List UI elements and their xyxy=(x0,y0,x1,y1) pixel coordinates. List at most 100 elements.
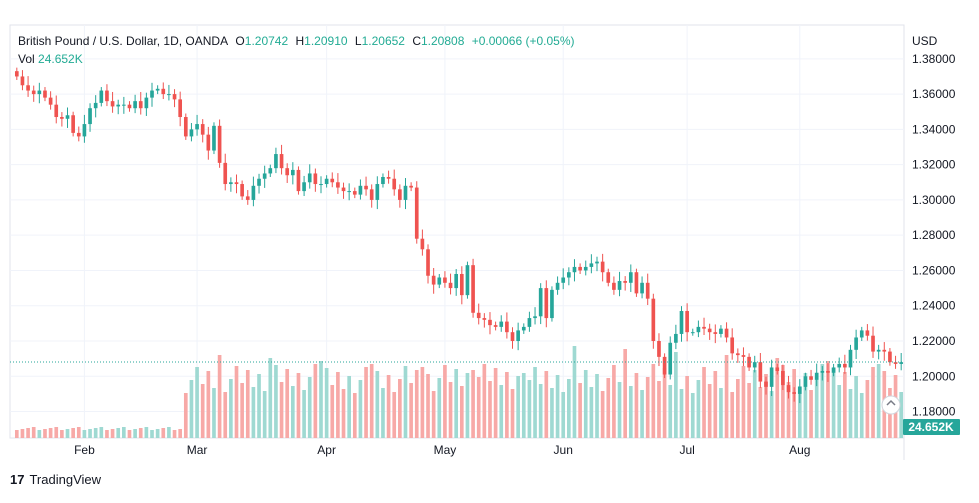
candle-body xyxy=(448,282,453,289)
volume-bar xyxy=(781,365,785,438)
tradingview-name: TradingView xyxy=(29,472,102,487)
x-tick-label: May xyxy=(434,443,457,457)
volume-bar xyxy=(307,377,312,438)
volume-bar xyxy=(99,427,104,438)
symbol-title[interactable]: British Pound / U.S. Dollar, 1D, OANDA xyxy=(18,34,229,48)
volume-bar xyxy=(200,384,205,438)
volume-bar xyxy=(702,367,706,438)
volume-bar xyxy=(645,377,650,438)
volume-bar xyxy=(150,430,154,438)
candle-body xyxy=(386,176,391,179)
volume-bar xyxy=(792,369,796,438)
volume-bar xyxy=(223,392,228,438)
volume-bar xyxy=(229,379,233,438)
volume-bar xyxy=(752,370,757,438)
volume-bar xyxy=(826,361,830,438)
candle-body xyxy=(657,341,661,357)
volume-bar xyxy=(595,374,599,438)
candle-body xyxy=(617,281,622,290)
volume-bar xyxy=(31,427,36,438)
volume-bar xyxy=(634,373,639,438)
candle-body xyxy=(696,326,701,333)
volume-bar xyxy=(459,386,464,438)
candle-body xyxy=(499,321,504,327)
volume-bar xyxy=(195,367,199,438)
volume-bar xyxy=(544,371,549,438)
volume-bar xyxy=(657,381,661,438)
volume-bar xyxy=(476,377,481,438)
volume-label: Vol xyxy=(18,52,35,66)
candle-body xyxy=(60,117,64,119)
scroll-icon[interactable] xyxy=(881,395,901,415)
volume-bar xyxy=(302,390,306,438)
candle-body xyxy=(567,272,571,278)
candle-body xyxy=(831,367,836,373)
volume-bar xyxy=(567,379,571,438)
volume-bar xyxy=(76,427,81,438)
candle-body xyxy=(702,326,706,329)
volume-bar xyxy=(341,389,346,438)
volume-bar xyxy=(426,374,430,438)
candle-body xyxy=(296,169,301,192)
x-tick-label: Apr xyxy=(317,443,336,457)
candle-body xyxy=(431,275,436,285)
candle-body xyxy=(48,97,53,105)
candle-body xyxy=(814,372,819,380)
candle-body xyxy=(792,392,796,394)
candle-body xyxy=(578,266,582,271)
volume-bar xyxy=(578,383,582,438)
volume-bar xyxy=(313,364,318,438)
volume-bar xyxy=(493,368,498,438)
volume-bar xyxy=(465,373,470,438)
volume-bar xyxy=(865,380,870,438)
volume-bar xyxy=(122,427,126,438)
candle-body xyxy=(837,363,842,368)
volume-bar xyxy=(820,364,825,438)
candle-body xyxy=(443,277,447,283)
candle-body xyxy=(437,277,442,285)
volume-bar xyxy=(431,391,436,438)
candle-body xyxy=(752,362,757,368)
volume-bar xyxy=(60,430,64,438)
candle-body xyxy=(876,349,881,352)
volume-bar xyxy=(251,387,256,438)
volume-bar xyxy=(668,385,673,438)
ohlc-legend: British Pound / U.S. Dollar, 1D, OANDA O… xyxy=(18,34,578,48)
candle-body xyxy=(381,176,385,185)
volume-bar xyxy=(482,364,487,438)
tradingview-branding[interactable]: 17 TradingView xyxy=(10,472,101,487)
candle-body xyxy=(420,238,425,250)
candle-body xyxy=(341,187,346,192)
candle-body xyxy=(820,370,825,373)
y-tick-label: 1.36000 xyxy=(912,87,956,101)
volume-bar xyxy=(274,365,278,438)
volume-bar xyxy=(730,392,735,438)
candle-body xyxy=(20,76,25,86)
volume-bar xyxy=(93,428,98,438)
volume-bar xyxy=(510,389,515,438)
volume-bar xyxy=(679,389,684,438)
candle-body xyxy=(240,184,244,197)
volume-bar xyxy=(488,381,492,438)
candle-body xyxy=(747,356,751,368)
volume-bar xyxy=(735,379,740,438)
candle-body xyxy=(634,272,639,294)
volume-bar xyxy=(20,429,25,438)
candle-body xyxy=(561,277,566,283)
candle-body xyxy=(54,104,59,118)
candle-body xyxy=(223,162,228,185)
volume-bar xyxy=(183,393,188,438)
candle-body xyxy=(127,104,132,109)
candle-body xyxy=(809,376,813,380)
volume-bar xyxy=(499,385,504,438)
candle-body xyxy=(268,168,273,174)
x-tick-label: Aug xyxy=(789,443,810,457)
volume-bar xyxy=(330,385,335,438)
candle-body xyxy=(775,367,780,371)
candle-body xyxy=(65,115,70,119)
volume-bar xyxy=(189,380,194,438)
candle-body xyxy=(313,173,318,185)
volume-bar xyxy=(696,380,701,438)
candle-body xyxy=(375,184,380,200)
